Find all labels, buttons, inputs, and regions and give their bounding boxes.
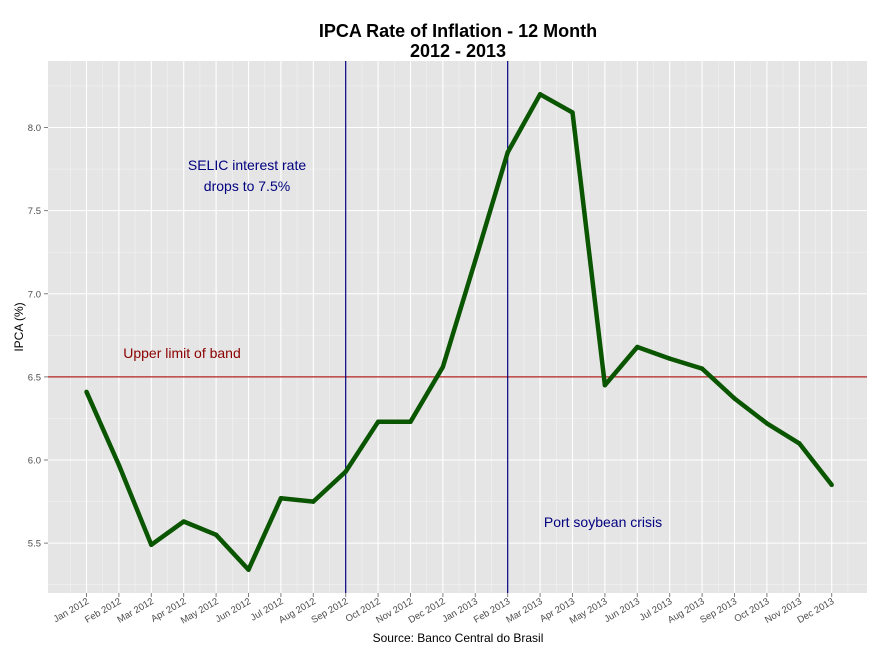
- x-tick-label: Jun 2012: [214, 596, 253, 625]
- x-tick-label: Dec 2013: [795, 596, 836, 626]
- ipca-data-point: [667, 356, 672, 361]
- y-tick-label: 8.0: [28, 123, 41, 134]
- vline-1-label-line2: drops to 7.5%: [204, 178, 290, 194]
- vline-1-label-line1: SELIC interest rate: [188, 157, 306, 173]
- x-axis-label: Source: Banco Central do Brasil: [373, 631, 544, 645]
- ipca-data-point: [505, 150, 510, 155]
- ipca-data-point: [473, 258, 478, 263]
- x-tick-label: Mar 2012: [116, 596, 156, 626]
- ipca-data-point: [570, 110, 575, 115]
- y-tick-label: 6.5: [28, 372, 41, 383]
- ipca-data-point: [732, 396, 737, 401]
- y-axis-ticks: 5.5 6.0 6.5 7.0 7.5 8.0: [28, 123, 48, 550]
- x-tick-label: Jun 2013: [602, 596, 641, 625]
- ipca-data-point: [246, 567, 251, 572]
- ipca-data-point: [278, 496, 284, 501]
- ipca-data-point: [602, 382, 608, 388]
- y-tick-label: 5.5: [28, 539, 41, 550]
- ipca-data-point: [181, 519, 186, 524]
- minor-gridlines: [48, 61, 867, 593]
- ipca-data-point: [116, 462, 122, 468]
- x-tick-label: Sep 2012: [309, 596, 350, 626]
- series-layer: [84, 92, 834, 572]
- ipca-data-point: [537, 92, 543, 97]
- ipca-data-point: [408, 419, 413, 424]
- ipca-data-point: [797, 441, 802, 446]
- ipca-data-point: [149, 542, 154, 547]
- x-tick-label: Dec 2012: [407, 596, 448, 626]
- vline-2-label-line1: Port soybean crisis: [544, 514, 662, 530]
- ipca-data-point: [829, 482, 834, 488]
- x-tick-label: Mar 2013: [504, 596, 544, 626]
- ipca-data-point: [764, 421, 770, 426]
- y-axis-label: IPCA (%): [12, 302, 26, 351]
- ipca-data-point: [213, 532, 219, 538]
- hline-label: Upper limit of band: [123, 345, 241, 361]
- ipca-data-point: [311, 499, 316, 504]
- ipca-data-point: [635, 344, 640, 350]
- chart-title-line1: IPCA Rate of Inflation - 12 Month: [319, 21, 597, 41]
- ipca-data-point: [84, 389, 89, 395]
- ipca-data-point: [343, 469, 348, 474]
- ipca-data-point: [440, 364, 446, 370]
- plot-panel: [48, 61, 867, 593]
- ipca-series-line: [84, 92, 834, 572]
- y-tick-label: 7.5: [28, 206, 41, 217]
- chart-title-line2: 2012 - 2013: [410, 41, 506, 61]
- y-tick-label: 6.0: [28, 456, 41, 467]
- ipca-data-point: [375, 419, 381, 424]
- y-tick-label: 7.0: [28, 289, 41, 300]
- ipca-data-point: [699, 366, 705, 371]
- x-tick-label: Sep 2013: [698, 596, 739, 626]
